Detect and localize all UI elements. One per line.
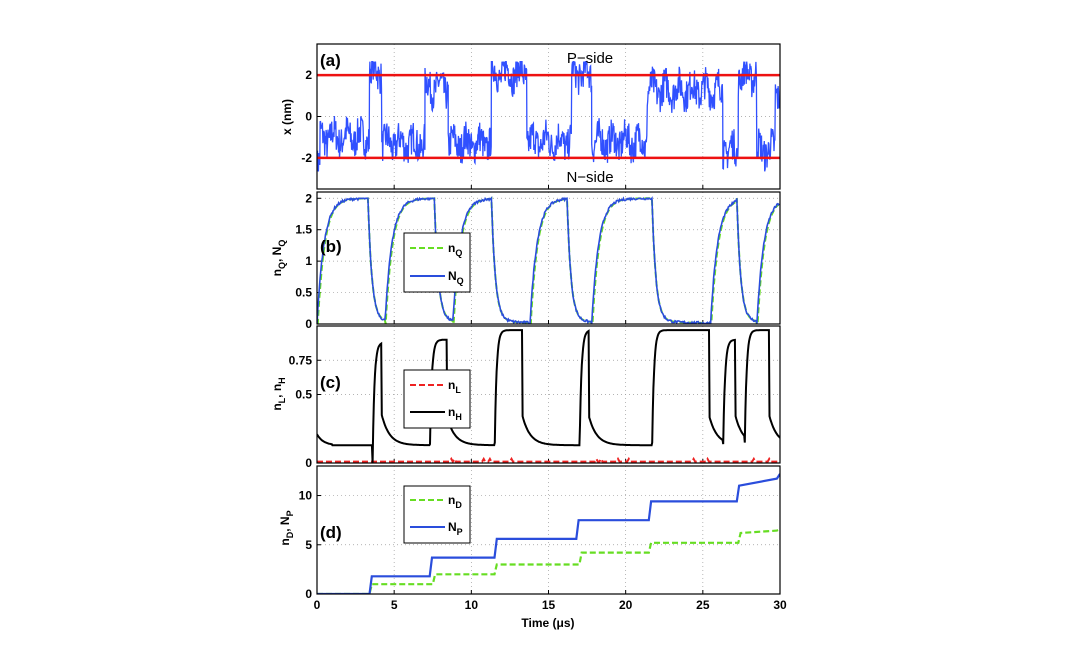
panel-c-legend-box (403, 369, 471, 429)
legend-nH-label: nH (448, 405, 462, 422)
panel-d-legend: nD NP (403, 485, 471, 544)
legend-NP-label: NP (448, 520, 463, 537)
panel-b-frame (316, 191, 781, 325)
x-tick-label: 25 (696, 598, 710, 612)
x-tick-label: 20 (619, 598, 633, 612)
panel-d-ytick-label: 5 (305, 538, 312, 552)
panel-a-ytick-label: -2 (301, 151, 312, 165)
panel-d-label: (d) (320, 523, 342, 542)
x-tick-label: 10 (465, 598, 479, 612)
panel-c-ytick-label: 0.75 (289, 353, 313, 367)
panel-d-ytick-label: 10 (299, 489, 313, 503)
panel-a-ytick-label: 2 (305, 68, 312, 82)
panel-a-ytick-label: 0 (305, 110, 312, 124)
panel-b-background (317, 192, 780, 324)
nH-series-line (317, 329, 780, 463)
panel-a-series (317, 60, 780, 172)
panel-a: -2 0 2 (a) P−side N−side x (nm) (280, 43, 781, 190)
panel-a-thresholds (317, 73, 780, 160)
panel-c-label: (c) (320, 373, 341, 392)
panel-b-label: (b) (320, 237, 342, 256)
panel-a-grid (316, 44, 781, 189)
panel-b-yticks: 0 0.5 1 1.5 2 (295, 191, 312, 331)
panel-a-yticks: -2 0 2 (301, 68, 312, 165)
nD-series-line (317, 528, 780, 594)
n-side-annotation: N−side (566, 169, 613, 186)
panel-d-frame (316, 465, 781, 595)
legend-nL-label: nL (448, 378, 461, 395)
panel-b-ytick-label: 2 (305, 191, 312, 205)
x-axis-ticks: 0 5 10 15 20 25 30 (314, 598, 787, 612)
panel-b-ylabel: nQ, NQ (270, 240, 287, 277)
panel-b: 0 0.5 1 1.5 2 (b) nQ, NQ nQ NQ (270, 191, 781, 331)
x-tick-label: 0 (314, 598, 321, 612)
panel-c-frame (316, 325, 781, 464)
panel-c-ytick-label: 0 (305, 456, 312, 470)
panel-b-ytick-label: 0 (305, 317, 312, 331)
panel-c-legend: nL nH (403, 369, 471, 429)
NP-series-line (317, 473, 780, 594)
nL-series-line (317, 456, 779, 463)
panel-c-ytick-label: 0.5 (295, 388, 312, 402)
panel-a-ylabel: x (nm) (280, 99, 294, 135)
legend-nq-label: nQ (448, 241, 462, 258)
panel-c-yticks: 0 0.5 0.75 (289, 353, 313, 470)
panel-b-ytick-label: 1.5 (295, 223, 312, 237)
x-tick-label: 15 (542, 598, 556, 612)
panel-c: 0 0.5 0.75 (c) nL, nH nL nH (270, 325, 781, 470)
x-axis-label: Time (μs) (521, 616, 574, 630)
x-tick-label: 30 (773, 598, 787, 612)
panel-d-legend-box (403, 485, 471, 544)
panel-b-legend: nQ NQ (403, 232, 471, 293)
legend-NQ-label: NQ (448, 269, 464, 286)
panel-d-ytick-label: 0 (305, 587, 312, 601)
panel-d-yticks: 0 5 10 (299, 489, 313, 601)
x-trajectory-line (317, 60, 780, 172)
panel-b-legend-box (403, 232, 471, 293)
panel-c-series (317, 329, 780, 463)
panel-b-ytick-label: 1 (305, 254, 312, 268)
panel-d-ylabel: nD, NP (278, 510, 295, 545)
panel-b-ytick-label: 0.5 (295, 286, 312, 300)
p-side-annotation: P−side (567, 50, 613, 67)
legend-nD-label: nD (448, 493, 462, 510)
panel-d: 0 5 10 0 5 10 15 20 25 30 (d) nD, NP nD NP Time … (278, 465, 787, 630)
x-tick-label: 5 (391, 598, 398, 612)
panel-a-frame (316, 43, 781, 190)
panel-c-ylabel: nL, nH (270, 377, 287, 410)
panel-a-label: (a) (320, 51, 341, 70)
panel-d-series (317, 473, 780, 594)
